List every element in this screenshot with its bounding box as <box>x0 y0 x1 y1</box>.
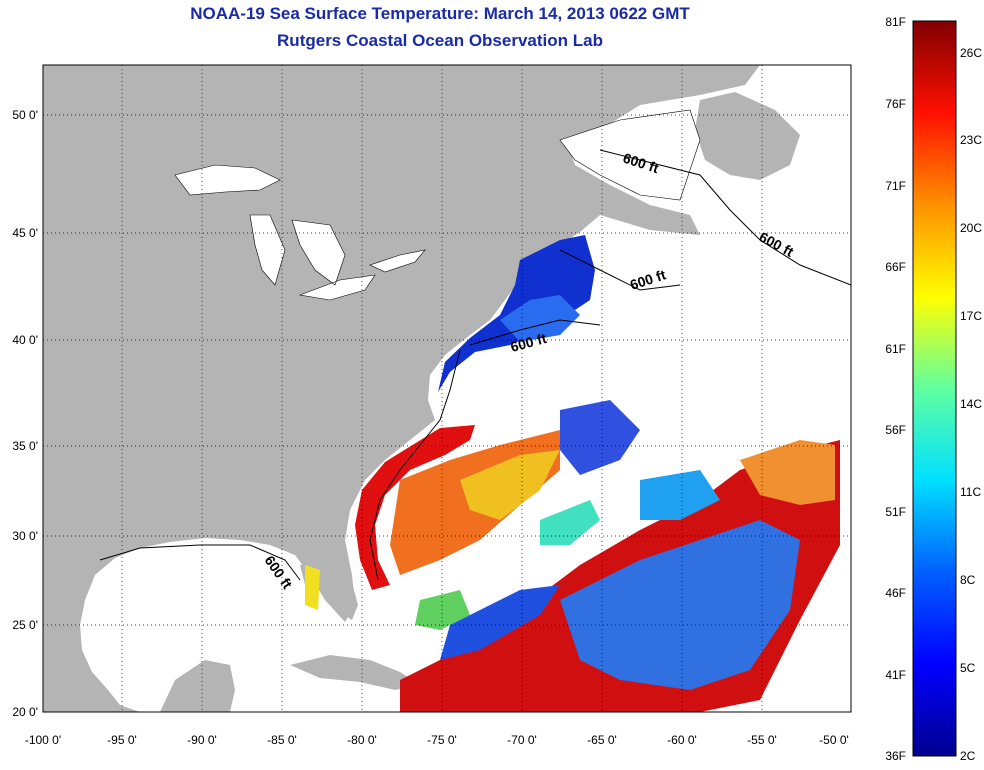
colorbar-c-label: 2C <box>960 749 976 763</box>
lon-tick-label: -70 0' <box>507 733 537 747</box>
colorbar-f-label: 56F <box>885 423 906 437</box>
colorbar-f-label: 66F <box>885 260 906 274</box>
colorbar-celsius-labels: 26C 23C 20C 17C 14C 11C 8C 5C 2C <box>960 46 982 763</box>
lon-tick-label: -90 0' <box>187 733 217 747</box>
lat-tick-label: 20 0' <box>12 705 38 719</box>
lon-tick-label: -75 0' <box>427 733 457 747</box>
lon-tick-label: -100 0' <box>25 733 61 747</box>
colorbar-c-label: 20C <box>960 221 982 235</box>
colorbar-c-label: 11C <box>960 485 981 499</box>
lon-axis: -100 0' -95 0' -90 0' -85 0' -80 0' -75 … <box>25 733 849 747</box>
lat-tick-label: 40 0' <box>12 333 38 347</box>
colorbar-f-label: 36F <box>885 749 906 763</box>
graticule <box>43 65 851 712</box>
lon-tick-label: -65 0' <box>587 733 617 747</box>
land-yucatan <box>160 660 235 712</box>
lon-tick-label: -60 0' <box>667 733 697 747</box>
colorbar-c-label: 5C <box>960 661 976 675</box>
chart-subtitle: Rutgers Coastal Ocean Observation Lab <box>277 31 603 50</box>
colorbar-f-label: 71F <box>885 179 906 193</box>
lat-tick-label: 35 0' <box>12 439 38 453</box>
colorbar-c-label: 8C <box>960 573 976 587</box>
lat-tick-label: 25 0' <box>12 618 38 632</box>
lat-axis: 20 0' 25 0' 30 0' 35 0' 40 0' 45 0' 50 0… <box>12 108 38 719</box>
land-newfoundland <box>695 92 800 180</box>
lon-tick-label: -50 0' <box>819 733 849 747</box>
lat-tick-label: 50 0' <box>12 108 38 122</box>
chart-title: NOAA-19 Sea Surface Temperature: March 1… <box>190 4 690 23</box>
sst-data-field <box>305 235 840 712</box>
colorbar-fahrenheit-labels: 81F 76F 71F 66F 61F 56F 51F 46F 41F 36F <box>885 15 906 763</box>
colorbar-c-label: 26C <box>960 46 982 60</box>
colorbar-c-label: 14C <box>960 397 982 411</box>
colorbar-f-label: 81F <box>885 15 906 29</box>
lat-tick-label: 45 0' <box>12 226 38 240</box>
great-lakes <box>174 164 426 301</box>
map-border <box>42 64 852 713</box>
land-cuba <box>290 655 420 690</box>
lon-tick-label: -55 0' <box>747 733 777 747</box>
lon-tick-label: -80 0' <box>347 733 377 747</box>
gulf-st-lawrence <box>559 109 701 201</box>
colorbar-f-label: 51F <box>885 505 906 519</box>
land-north-america <box>43 65 760 712</box>
colorbar-f-label: 76F <box>885 97 906 111</box>
colorbar <box>912 20 957 757</box>
bathymetry-contours <box>99 149 851 581</box>
colorbar-f-label: 46F <box>885 586 906 600</box>
lat-tick-label: 30 0' <box>12 529 38 543</box>
colorbar-f-label: 61F <box>885 342 906 356</box>
lon-tick-label: -85 0' <box>267 733 297 747</box>
colorbar-c-label: 23C <box>960 133 982 147</box>
lon-tick-label: -95 0' <box>107 733 137 747</box>
colorbar-c-label: 17C <box>960 309 982 323</box>
colorbar-f-label: 41F <box>885 668 906 682</box>
